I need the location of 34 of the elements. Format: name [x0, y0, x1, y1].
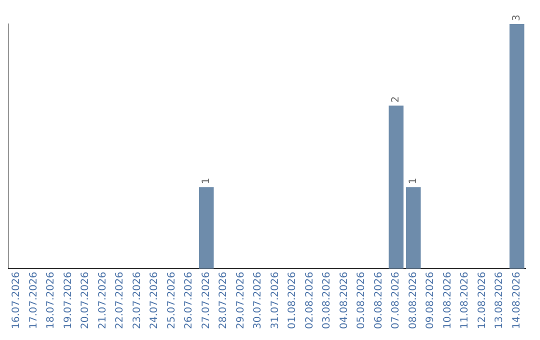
- x-tick-label: 11.08.2026: [460, 272, 471, 330]
- x-tick-label: 03.08.2026: [322, 272, 333, 330]
- x-tick-label: 24.07.2026: [149, 272, 160, 330]
- x-tick-label: 22.07.2026: [114, 272, 126, 330]
- x-tick-label: 09.08.2026: [425, 272, 436, 330]
- x-tick-label: 16.07.2026: [11, 272, 22, 330]
- x-tick-label: 25.07.2026: [166, 272, 178, 330]
- data-label: 2: [390, 96, 402, 103]
- data-label: 1: [200, 178, 212, 184]
- data-label: 1: [408, 178, 419, 184]
- x-tick-label: 19.07.2026: [62, 272, 74, 330]
- x-tick-label: 31.07.2026: [270, 272, 281, 330]
- x-tick-label: 12.08.2026: [476, 272, 488, 330]
- x-tick-label: 18.07.2026: [46, 272, 57, 330]
- x-tick-label: 10.08.2026: [442, 272, 454, 330]
- x-tick-label: 07.08.2026: [390, 272, 402, 330]
- x-tick-label: 04.08.2026: [338, 272, 350, 330]
- x-tick-label: 13.08.2026: [494, 272, 506, 330]
- x-tick-label: 21.07.2026: [97, 272, 108, 330]
- x-tick-label: 01.08.2026: [287, 272, 298, 330]
- x-tick-label: 08.08.2026: [408, 272, 419, 330]
- x-tick-label: 28.07.2026: [218, 272, 230, 330]
- x-tick-label: 05.08.2026: [356, 272, 368, 330]
- x-tick-label: 17.07.2026: [28, 272, 40, 330]
- x-tick-label: 29.07.2026: [235, 272, 246, 330]
- x-tick-label: 14.08.2026: [511, 272, 522, 330]
- x-tick-label: 26.07.2026: [184, 272, 195, 330]
- x-tick-label: 30.07.2026: [252, 272, 264, 330]
- x-tick-label: 23.07.2026: [132, 272, 143, 330]
- x-tick-label: 20.07.2026: [80, 272, 92, 330]
- data-label: 3: [511, 14, 522, 21]
- x-tick-label: 27.07.2026: [200, 272, 212, 330]
- x-tick-label: 06.08.2026: [373, 272, 384, 330]
- x-tick-label: 02.08.2026: [304, 272, 316, 330]
